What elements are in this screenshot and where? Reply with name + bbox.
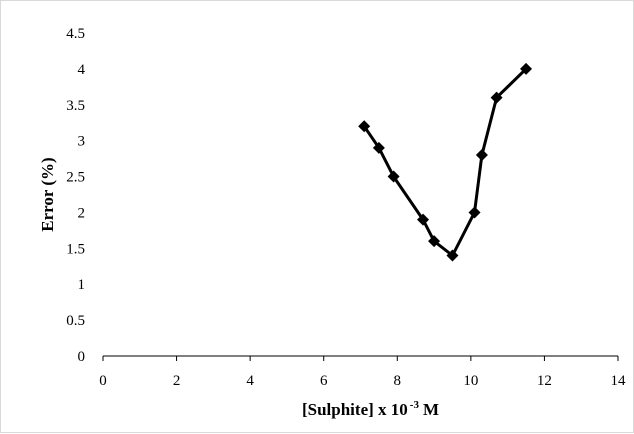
x-axis-ticks: 0 2 4 6 8 10 12 14 xyxy=(99,356,626,389)
data-point-marker xyxy=(387,170,400,183)
x-tick-label: 10 xyxy=(463,373,478,389)
data-point-marker xyxy=(372,141,385,154)
y-tick-label: 1.5 xyxy=(66,241,85,257)
y-tick-label: 3.5 xyxy=(66,98,85,114)
x-tick-label: 4 xyxy=(246,373,254,389)
data-point-marker xyxy=(428,235,441,248)
y-tick-label: 0 xyxy=(78,349,86,365)
data-point-marker xyxy=(475,149,488,162)
data-point-marker xyxy=(468,206,481,219)
x-axis-title-unit: M xyxy=(423,400,439,419)
series-line xyxy=(362,67,528,257)
data-point-marker xyxy=(446,249,459,262)
y-tick-label: 2 xyxy=(78,205,86,221)
y-tick-label: 1 xyxy=(78,277,86,293)
x-tick-label: 6 xyxy=(320,373,328,389)
series-layer xyxy=(358,62,533,262)
x-tick-label: 12 xyxy=(537,373,552,389)
y-tick-label: 3 xyxy=(78,134,86,150)
y-tick-label: 0.5 xyxy=(66,313,85,329)
x-tick-label: 0 xyxy=(99,373,107,389)
x-axis-title-base: [Sulphite] x 10 xyxy=(302,400,408,419)
data-point-marker xyxy=(520,62,533,75)
data-point-marker xyxy=(490,91,503,104)
x-tick-label: 14 xyxy=(611,373,627,389)
data-point-marker xyxy=(417,213,430,226)
y-tick-label: 2.5 xyxy=(66,170,85,186)
y-tick-label: 4 xyxy=(78,62,86,78)
x-axis-title: [Sulphite] x 10 -3 M xyxy=(302,399,439,419)
y-tick-label: 4.5 xyxy=(66,26,85,42)
y-axis-ticks: 0 0.5 1 1.5 2 2.5 3 3.5 4 4.5 xyxy=(66,26,85,365)
x-tick-label: 8 xyxy=(394,373,402,389)
x-axis-title-exponent: -3 xyxy=(410,399,420,411)
x-tick-label: 2 xyxy=(173,373,181,389)
y-axis-title: Error (%) xyxy=(38,157,57,231)
data-point-marker xyxy=(358,120,371,133)
